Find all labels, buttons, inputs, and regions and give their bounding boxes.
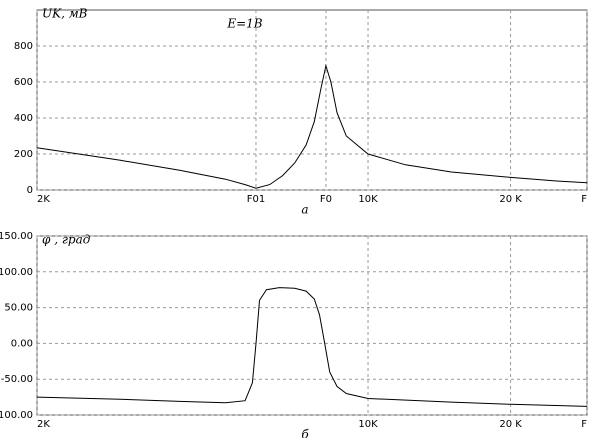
- x-tick-label: F0: [320, 194, 332, 205]
- x-tick-label: 2K: [37, 419, 50, 430]
- x-tick-label: 20 K: [499, 419, 522, 430]
- x-tick-label: 2K: [37, 194, 50, 205]
- x-tick-label: 20 K: [499, 194, 522, 205]
- y-tick-label: 800: [14, 41, 33, 52]
- line: [36, 287, 588, 407]
- y-tick-label: 0.00: [11, 338, 33, 349]
- x-tick-label: F: [581, 419, 587, 430]
- y-tick-label: 100.00: [0, 267, 33, 278]
- y-axis-label: UK, мВ: [42, 7, 88, 21]
- y-tick-label: 50.00: [4, 303, 33, 314]
- y-tick-label: 150.00: [0, 231, 33, 242]
- x-tick-label: 10K: [358, 419, 378, 430]
- annotation: E=1B: [226, 17, 262, 31]
- caption: б: [301, 428, 309, 439]
- y-tick-label: 0: [27, 185, 33, 196]
- line: [36, 63, 588, 189]
- y-tick-label: -100.00: [0, 410, 33, 421]
- caption: а: [301, 203, 308, 217]
- y-axis-label: φ , град: [42, 233, 91, 247]
- y-tick-label: -50.00: [1, 374, 33, 385]
- x-tick-label: F01: [247, 194, 265, 205]
- x-tick-label: F: [581, 194, 587, 205]
- x-tick-label: 10K: [358, 194, 378, 205]
- y-tick-label: 400: [14, 113, 33, 124]
- y-tick-label: 600: [14, 77, 33, 88]
- plot-area: [36, 235, 588, 416]
- plot-area: [36, 9, 588, 191]
- y-tick-label: 200: [14, 149, 33, 160]
